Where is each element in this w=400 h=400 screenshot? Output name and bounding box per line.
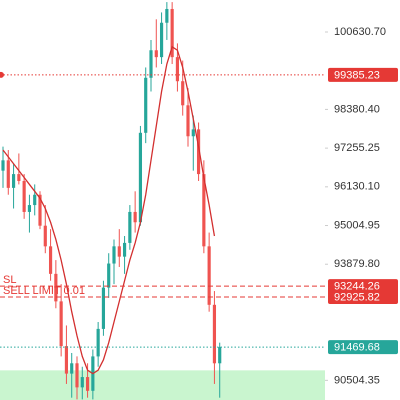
y-tick-label: 90504.35 <box>334 374 380 386</box>
candle-body <box>85 377 90 391</box>
y-tick-label: 96130.10 <box>334 181 380 193</box>
price-label-box <box>328 290 398 305</box>
price-label: 92925.82 <box>334 291 380 303</box>
candle-body <box>165 8 169 23</box>
candle-body <box>80 377 84 388</box>
moving-average <box>2 45 216 375</box>
candle-body <box>212 304 217 364</box>
candle-body <box>22 180 26 212</box>
price-dot <box>0 71 4 78</box>
y-tick-label: 98380.40 <box>334 103 380 115</box>
price-label: 93244.26 <box>334 280 380 292</box>
candle-body <box>75 363 79 388</box>
candle-body <box>138 132 143 223</box>
candle-body <box>11 174 16 188</box>
candle-body <box>149 50 153 78</box>
candle-body <box>33 194 37 206</box>
price-label: 99385.23 <box>334 69 380 81</box>
price-label-box <box>328 279 398 294</box>
candle-body <box>6 160 10 188</box>
candle-body <box>175 57 180 82</box>
candle-body <box>122 242 127 257</box>
price-label: 91469.68 <box>334 342 380 354</box>
candle-body <box>17 174 21 181</box>
candle-body <box>191 129 195 137</box>
candle-body <box>202 174 206 247</box>
candle-body <box>101 287 106 329</box>
candle-body <box>64 346 69 374</box>
candle-body <box>107 263 111 288</box>
y-tick-label: 93879.80 <box>334 258 380 270</box>
candle-body <box>43 225 47 247</box>
y-tick-label: 95004.95 <box>334 219 380 231</box>
candle-body <box>170 8 174 58</box>
candle-body <box>112 246 116 264</box>
candle-body <box>27 205 32 212</box>
candle-body <box>144 77 148 133</box>
candle-body <box>186 105 190 137</box>
candle-body <box>133 211 137 223</box>
candle-body <box>207 246 211 305</box>
candle-body <box>154 50 158 58</box>
candle-body <box>70 363 74 374</box>
price-label-box <box>328 340 398 355</box>
candle-body <box>38 194 42 226</box>
candle-body <box>117 246 121 257</box>
candle-body <box>159 22 164 58</box>
candle-body <box>128 211 132 243</box>
price-label-box <box>328 67 398 82</box>
order-label: SL <box>3 274 16 286</box>
order-label: SELL LIMIT 0.01 <box>3 285 85 297</box>
candle-body <box>48 246 53 274</box>
candle-body <box>218 347 222 364</box>
candle-body <box>196 129 201 175</box>
candle-body <box>1 160 5 171</box>
candle-body <box>54 273 58 302</box>
y-tick-label: 100630.70 <box>334 26 386 38</box>
candle-body <box>96 328 100 357</box>
candle-body <box>181 81 185 106</box>
y-tick-label: 97255.25 <box>334 142 380 154</box>
zone <box>0 370 325 400</box>
candle-body <box>59 301 63 347</box>
